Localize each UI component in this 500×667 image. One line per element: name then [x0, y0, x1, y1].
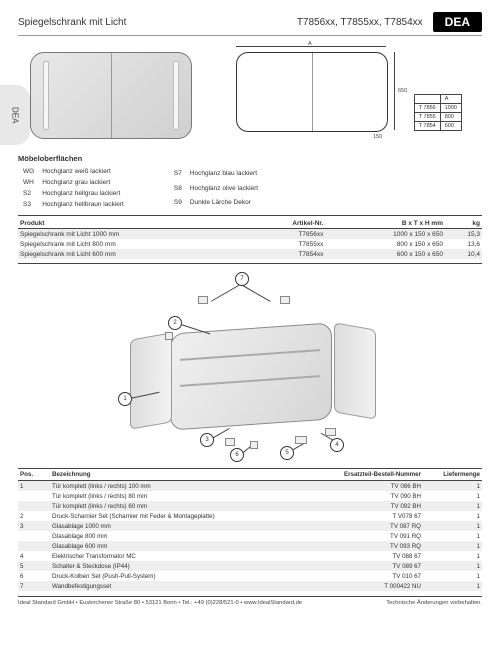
- footer-right: Technische Änderungen vorbehalten.: [386, 600, 482, 606]
- balloon-7: 7: [235, 272, 249, 286]
- page-footer: Ideal Standard GmbH • Euskirchener Straß…: [18, 596, 482, 606]
- model-numbers: T7856xx, T7855xx, T7854xx: [297, 17, 423, 28]
- page-title: Spiegelschrank mit Licht: [18, 17, 297, 28]
- exploded-diagram: 7213654: [80, 268, 420, 464]
- balloon-5: 5: [280, 446, 294, 460]
- surfaces-title: Möbeloberflächen: [18, 154, 482, 163]
- balloon-3: 3: [200, 433, 214, 447]
- brand-badge: DEA: [433, 12, 482, 32]
- balloon-2: 2: [168, 316, 182, 330]
- front-view-diagram: [18, 46, 198, 146]
- balloon-4: 4: [330, 438, 344, 452]
- page-header: Spiegelschrank mit Licht T7856xx, T7855x…: [18, 12, 482, 36]
- parts-table: Pos. Bezeichnung Ersatzteil-Bestell-Numm…: [18, 468, 482, 591]
- balloon-6: 6: [230, 448, 244, 462]
- size-table: A T 78561000 T 7855800 T 7854600: [414, 94, 462, 131]
- surfaces-list: WGHochglanz weiß lackiertWHHochglanz gra…: [18, 165, 482, 211]
- footer-left: Ideal Standard GmbH • Euskirchener Straß…: [18, 600, 302, 606]
- product-table: Produkt Artikel-Nr. B x T x H mm kg Spie…: [18, 218, 482, 259]
